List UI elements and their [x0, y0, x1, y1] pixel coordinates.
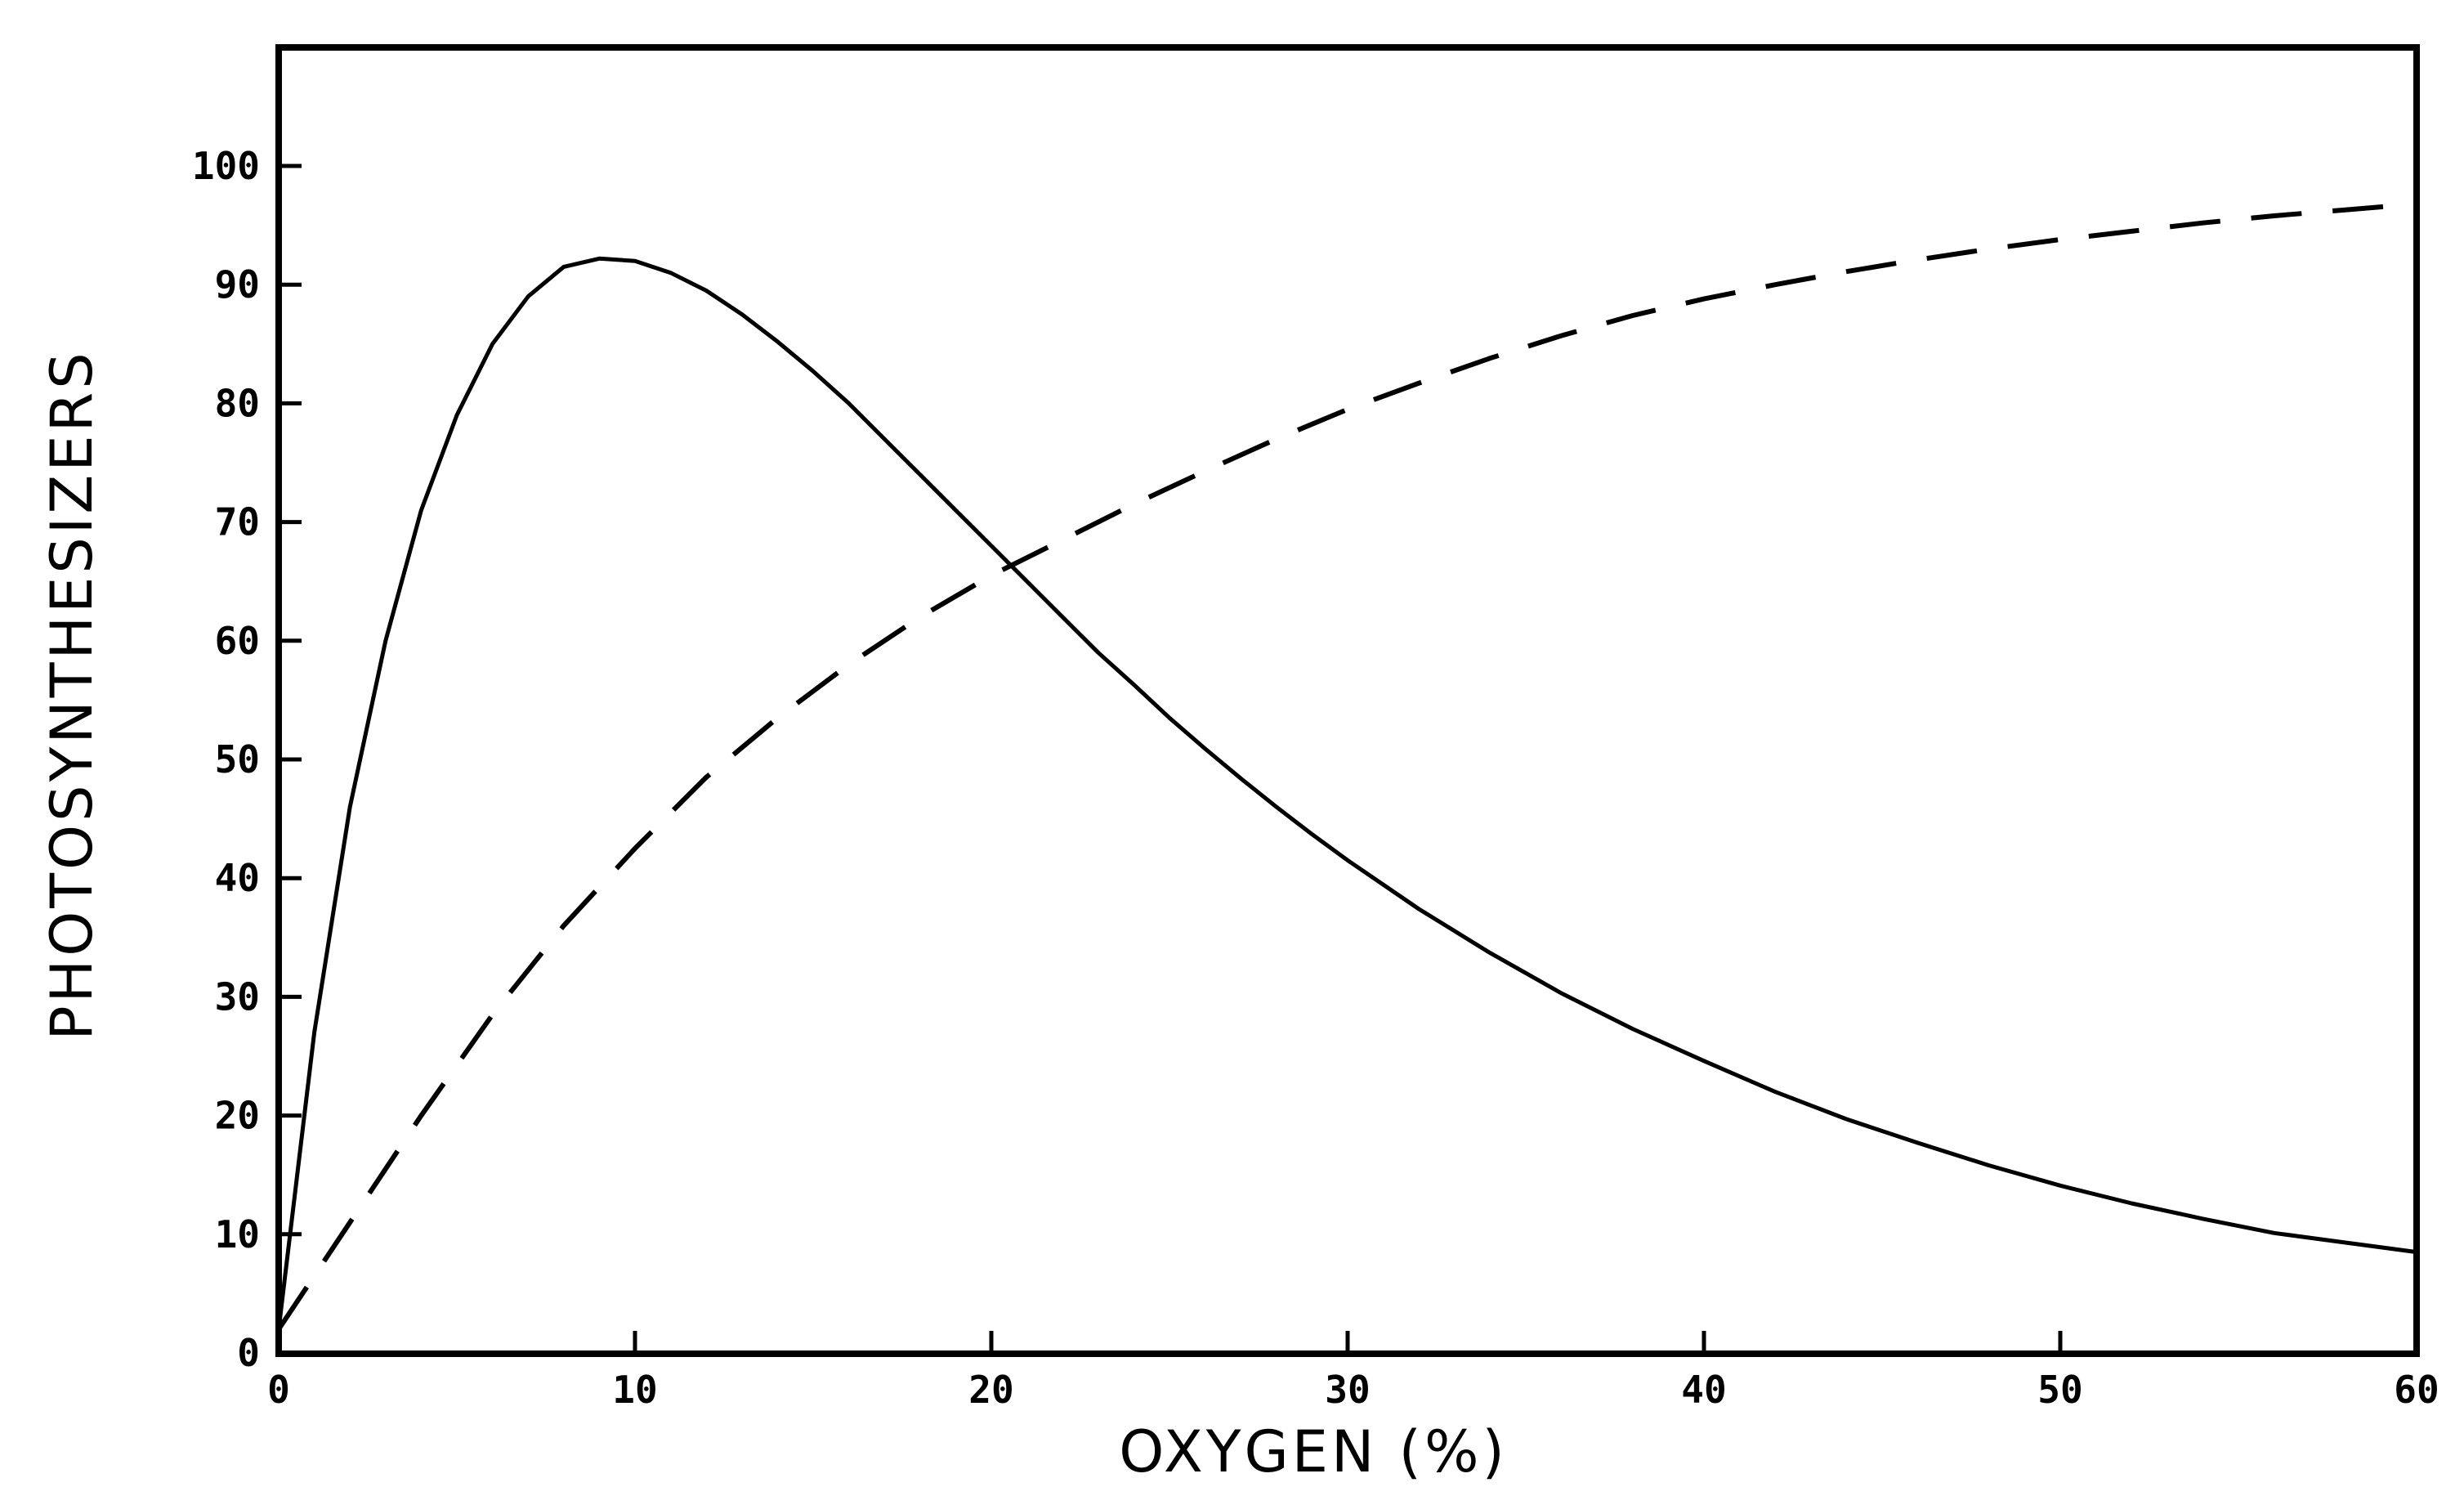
y-tick-label-20: 20	[215, 1094, 260, 1138]
y-tick-label-50: 50	[215, 737, 260, 782]
x-tick-label-10: 10	[612, 1368, 657, 1412]
y-tick-label-70: 70	[215, 500, 260, 544]
x-axis-label: OXYGEN (%)	[1119, 1418, 1508, 1485]
series-2-dashed-line	[276, 201, 2417, 1331]
series-1-solid-line	[276, 256, 2417, 1330]
y-tick-label-60: 60	[215, 619, 260, 663]
x-tick-marks	[276, 1331, 2419, 1354]
y-tick-label-10: 10	[215, 1212, 260, 1256]
y-tick-label-100: 100	[192, 144, 260, 188]
x-tick-label-0: 0	[267, 1368, 290, 1412]
plot-frame	[275, 44, 2420, 1357]
y-tick-label-30: 30	[215, 974, 260, 1019]
x-tick-labels: 0 10 20 30 40 50 60	[267, 1368, 2439, 1412]
y-tick-labels: 0 10 20 30 40 50 60 70 80 90 100	[192, 144, 260, 1375]
x-tick-label-40: 40	[1681, 1368, 1726, 1412]
x-tick-label-60: 60	[2394, 1368, 2439, 1412]
x-tick-label-30: 30	[1325, 1368, 1370, 1412]
y-tick-marks	[279, 163, 302, 1355]
y-tick-label-90: 90	[215, 262, 260, 307]
y-tick-label-80: 80	[215, 381, 260, 425]
y-tick-label-40: 40	[215, 856, 260, 900]
x-tick-label-50: 50	[2037, 1368, 2082, 1412]
series-layer	[276, 201, 2417, 1331]
y-tick-label-0: 0	[237, 1331, 260, 1375]
x-tick-label-20: 20	[968, 1368, 1013, 1412]
y-axis-label: PHOTOSYNTHESIZERS	[38, 349, 105, 1040]
